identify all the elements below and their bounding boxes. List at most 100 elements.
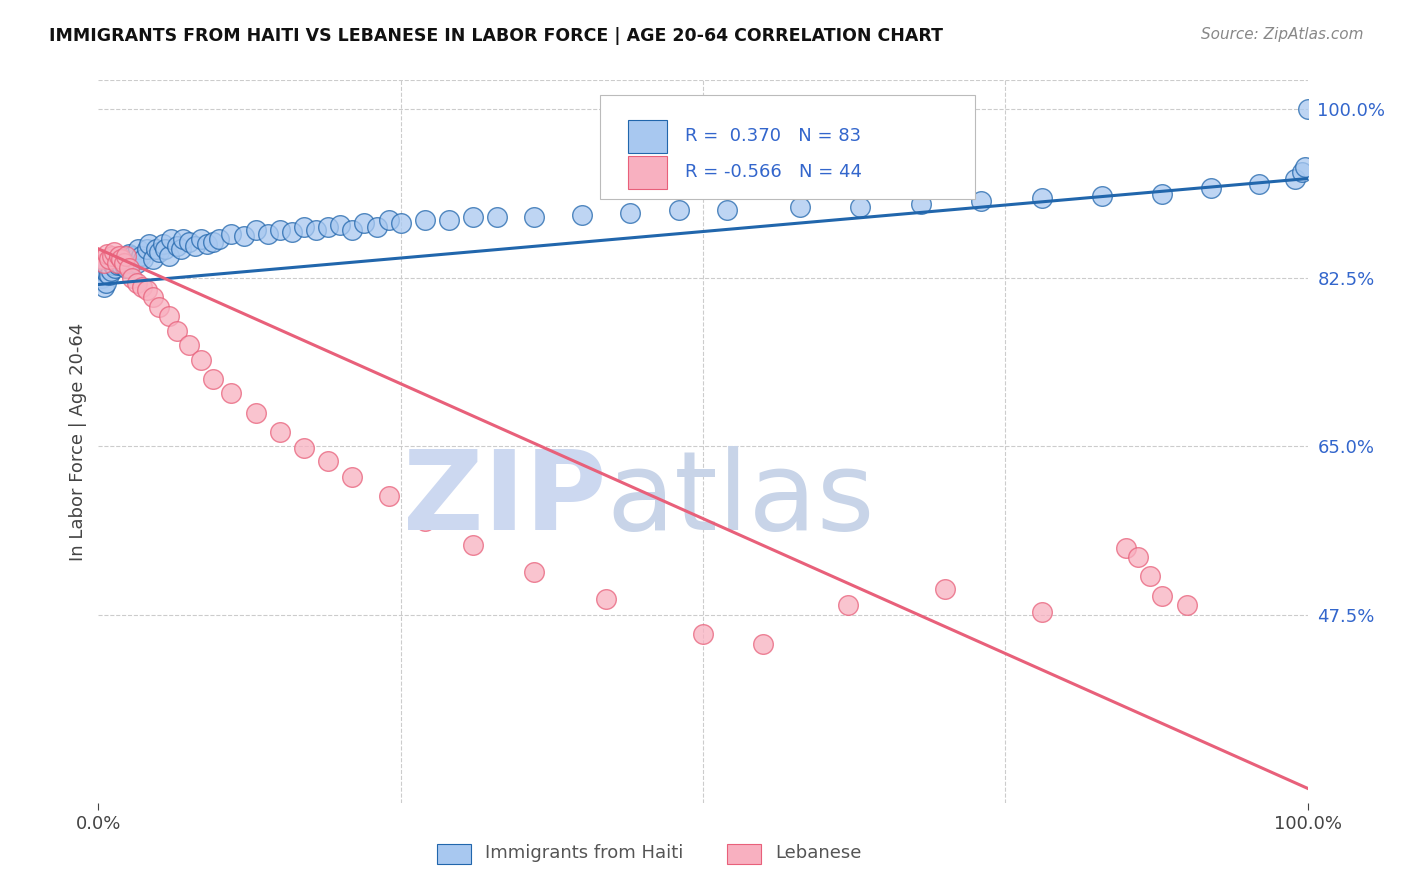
Point — [716, 203, 738, 218]
Point — [190, 232, 212, 246]
Point — [232, 229, 254, 244]
Point — [100, 264, 122, 278]
Point — [329, 218, 352, 232]
Point — [179, 235, 201, 249]
Point — [108, 252, 131, 266]
Point — [523, 210, 546, 224]
Point — [195, 237, 218, 252]
Point — [668, 203, 690, 218]
Point — [157, 249, 180, 263]
Point — [353, 216, 375, 230]
Point — [114, 252, 136, 266]
Point — [103, 244, 125, 259]
Point — [305, 222, 328, 236]
Point — [118, 261, 141, 276]
Text: R =  0.370   N = 83: R = 0.370 N = 83 — [685, 128, 860, 145]
Point — [463, 210, 485, 224]
Point — [96, 246, 118, 260]
Point — [142, 290, 165, 304]
Point — [166, 239, 188, 253]
Point — [342, 470, 364, 484]
Point — [256, 227, 278, 242]
Point — [111, 254, 134, 268]
Point — [100, 249, 122, 263]
Point — [571, 208, 593, 222]
Point — [619, 206, 641, 220]
Point — [281, 226, 304, 240]
Point — [127, 256, 149, 270]
Point — [342, 222, 364, 236]
Point — [179, 338, 201, 352]
Point — [98, 252, 121, 266]
Point — [121, 249, 143, 263]
Point — [1152, 186, 1174, 201]
Point — [112, 258, 135, 272]
Point — [523, 565, 546, 579]
Y-axis label: In Labor Force | Age 20-64: In Labor Force | Age 20-64 — [69, 322, 87, 561]
Bar — [628, 156, 666, 189]
Point — [1291, 165, 1313, 179]
Text: IMMIGRANTS FROM HAITI VS LEBANESE IN LABOR FORCE | AGE 20-64 CORRELATION CHART: IMMIGRANTS FROM HAITI VS LEBANESE IN LAB… — [49, 27, 943, 45]
Point — [93, 256, 115, 270]
Point — [101, 258, 124, 272]
Point — [103, 252, 125, 266]
Point — [413, 213, 436, 227]
Point — [269, 222, 291, 236]
Point — [121, 270, 143, 285]
Point — [105, 256, 128, 270]
Point — [118, 246, 141, 260]
Text: Immigrants from Haiti: Immigrants from Haiti — [485, 845, 683, 863]
Point — [190, 352, 212, 367]
Point — [135, 242, 157, 256]
Point — [389, 216, 412, 230]
Point — [377, 490, 399, 504]
Point — [120, 256, 142, 270]
Point — [110, 252, 132, 266]
Point — [486, 210, 509, 224]
Point — [316, 219, 339, 234]
Point — [153, 242, 176, 256]
Point — [124, 252, 146, 266]
Point — [202, 372, 225, 386]
Point — [115, 261, 138, 276]
Bar — [727, 844, 761, 864]
Point — [1249, 178, 1271, 192]
Point — [208, 232, 231, 246]
Point — [152, 237, 174, 252]
Point — [1294, 160, 1316, 174]
Point — [148, 244, 170, 259]
Point — [1031, 191, 1053, 205]
Text: atlas: atlas — [606, 446, 875, 553]
Point — [292, 442, 315, 456]
Text: ZIP: ZIP — [404, 446, 606, 553]
Text: R = -0.566   N = 44: R = -0.566 N = 44 — [685, 163, 862, 181]
FancyBboxPatch shape — [600, 95, 976, 200]
Point — [221, 227, 243, 242]
Point — [93, 280, 115, 294]
Bar — [628, 120, 666, 153]
Point — [142, 252, 165, 266]
Point — [752, 637, 775, 651]
Point — [132, 252, 155, 266]
Point — [112, 256, 135, 270]
Point — [837, 599, 859, 613]
Text: Source: ZipAtlas.com: Source: ZipAtlas.com — [1201, 27, 1364, 42]
Point — [131, 280, 153, 294]
Point — [366, 219, 388, 234]
Point — [245, 406, 267, 420]
Point — [202, 235, 225, 249]
Point — [138, 237, 160, 252]
Point — [108, 249, 131, 263]
Point — [107, 258, 129, 272]
Text: Lebanese: Lebanese — [776, 845, 862, 863]
Point — [129, 249, 152, 263]
Point — [316, 454, 339, 468]
Point — [692, 627, 714, 641]
Point — [127, 276, 149, 290]
Point — [970, 194, 993, 208]
Point — [91, 252, 114, 266]
Point — [595, 591, 617, 606]
Point — [157, 310, 180, 324]
Point — [377, 213, 399, 227]
Point — [934, 582, 956, 596]
